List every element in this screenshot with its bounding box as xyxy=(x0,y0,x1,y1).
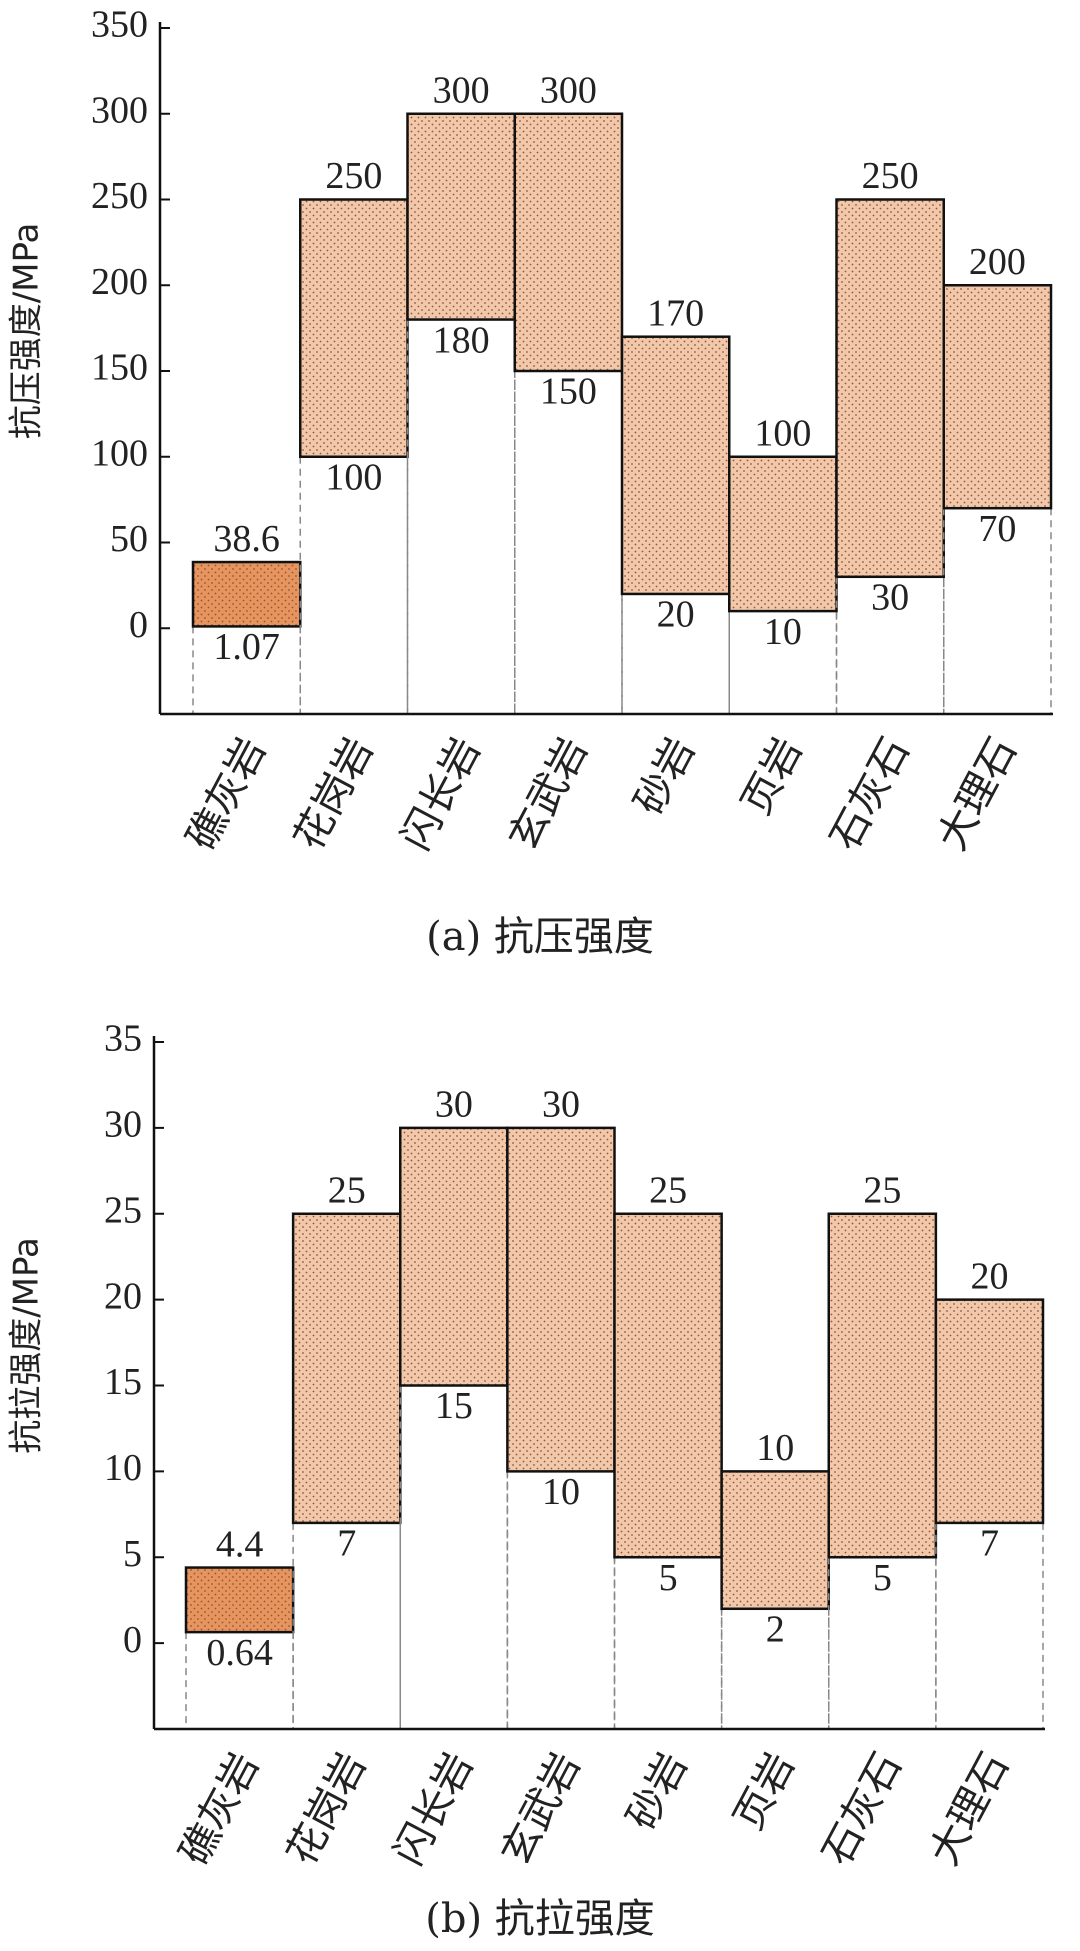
low-label: 1.07 xyxy=(213,626,280,668)
bar xyxy=(827,1212,938,1559)
x-tick-label: 玄武岩 xyxy=(493,1745,590,1873)
x-tick-label: 闪长岩 xyxy=(393,730,490,858)
y-tick-label: 100 xyxy=(91,432,148,474)
low-label: 10 xyxy=(542,1471,580,1513)
low-label: 100 xyxy=(325,456,382,498)
bar xyxy=(191,560,302,628)
low-label: 20 xyxy=(657,594,695,636)
high-label: 100 xyxy=(754,412,811,454)
bar xyxy=(184,1566,295,1634)
bar xyxy=(620,335,731,596)
bar xyxy=(291,1212,402,1525)
x-tick-label: 页岩 xyxy=(726,1745,804,1837)
x-tick-label: 花岗岩 xyxy=(278,1745,375,1873)
x-tick-label: 礁灰岩 xyxy=(171,1745,268,1873)
low-label: 5 xyxy=(659,1557,678,1599)
low-label: 180 xyxy=(433,319,490,361)
x-tick-label: 砂岩 xyxy=(618,1745,696,1837)
low-label: 70 xyxy=(978,508,1016,550)
low-label: 7 xyxy=(980,1523,999,1565)
high-label: 4.4 xyxy=(216,1523,264,1565)
low-label: 5 xyxy=(873,1557,892,1599)
high-label: 25 xyxy=(328,1169,366,1211)
bar xyxy=(720,1470,830,1611)
y-tick-label: 150 xyxy=(91,347,148,389)
x-tick-label: 页岩 xyxy=(733,730,811,822)
high-label: 10 xyxy=(756,1427,794,1469)
bar xyxy=(406,112,516,321)
bar xyxy=(299,198,409,458)
high-label: 300 xyxy=(540,69,597,111)
y-tick-label: 35 xyxy=(104,1018,142,1060)
y-tick-label: 350 xyxy=(91,4,148,46)
low-label: 150 xyxy=(540,371,597,413)
y-tick-label: 200 xyxy=(91,261,148,303)
high-label: 25 xyxy=(863,1169,901,1211)
high-label: 170 xyxy=(647,292,704,334)
y-tick-label: 0 xyxy=(129,604,148,646)
x-tick-label: 大理石 xyxy=(929,730,1026,858)
x-tick-label: 闪长岩 xyxy=(385,1745,482,1873)
x-tick-label: 石灰石 xyxy=(822,730,919,858)
bar xyxy=(613,1212,723,1559)
x-tick-label: 礁灰岩 xyxy=(178,730,275,858)
bar xyxy=(728,455,838,613)
high-label: 25 xyxy=(649,1169,687,1211)
bar xyxy=(506,1126,616,1473)
high-label: 250 xyxy=(862,155,919,197)
chart-caption: (a) 抗压强度 xyxy=(426,914,654,960)
y-tick-label: 300 xyxy=(91,89,148,131)
high-label: 30 xyxy=(542,1084,580,1126)
x-tick-label: 石灰石 xyxy=(814,1745,911,1873)
bar xyxy=(399,1126,509,1387)
low-label: 15 xyxy=(435,1385,473,1427)
x-tick-label: 大理石 xyxy=(921,1745,1018,1873)
y-tick-label: 250 xyxy=(91,175,148,217)
high-label: 250 xyxy=(325,155,382,197)
low-label: 7 xyxy=(337,1523,356,1565)
high-label: 20 xyxy=(970,1255,1008,1297)
high-label: 300 xyxy=(433,69,490,111)
low-label: 0.64 xyxy=(206,1632,273,1674)
bar xyxy=(934,1298,1045,1525)
bar xyxy=(513,112,624,373)
high-label: 200 xyxy=(969,241,1026,283)
y-tick-label: 30 xyxy=(104,1104,142,1146)
chart-caption: (b) 抗拉强度 xyxy=(425,1896,655,1942)
y-tick-label: 50 xyxy=(110,518,148,560)
low-label: 10 xyxy=(764,611,802,653)
bar xyxy=(835,198,945,579)
low-label: 2 xyxy=(766,1608,785,1650)
y-tick-label: 20 xyxy=(104,1275,142,1317)
y-axis-label: 抗压强度/MPa xyxy=(7,223,47,440)
low-label: 30 xyxy=(871,577,909,619)
high-label: 30 xyxy=(435,1084,473,1126)
x-tick-label: 花岗岩 xyxy=(285,730,382,858)
y-tick-label: 0 xyxy=(123,1619,142,1661)
high-label: 38.6 xyxy=(213,518,280,560)
x-tick-label: 玄武岩 xyxy=(500,730,597,858)
y-tick-label: 5 xyxy=(123,1533,142,1575)
bar xyxy=(942,284,1053,510)
y-axis-label: 抗拉强度/MPa xyxy=(7,1237,47,1454)
x-tick-label: 砂岩 xyxy=(626,730,704,822)
y-tick-label: 15 xyxy=(104,1361,142,1403)
y-tick-label: 10 xyxy=(104,1447,142,1489)
y-tick-label: 25 xyxy=(104,1189,142,1231)
